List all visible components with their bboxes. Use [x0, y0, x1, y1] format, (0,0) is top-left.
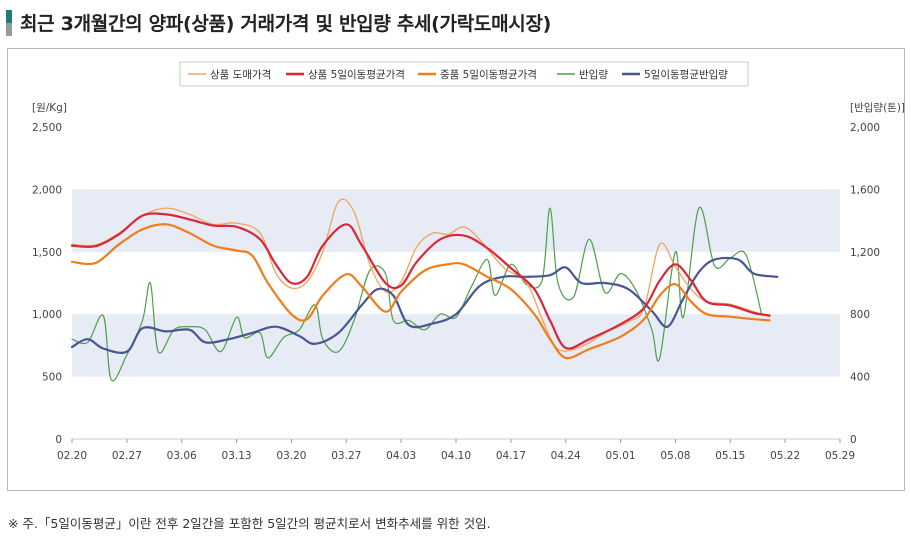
chart-bands: [72, 189, 840, 377]
y-right-tick-label: 800: [850, 309, 870, 321]
x-tick-label: 04.10: [441, 450, 471, 462]
x-tick-label: 02.20: [57, 450, 87, 462]
x-tick-label: 03.27: [331, 450, 361, 462]
chart-band: [72, 314, 840, 377]
x-tick-label: 03.13: [222, 450, 252, 462]
legend-label: 반입량: [579, 68, 608, 81]
x-tick-label: 05.08: [660, 450, 690, 462]
legend-label: 상품 5일이동평균가격: [308, 68, 405, 81]
chart-series: [70, 198, 779, 382]
y-left-tick-label: 500: [42, 372, 62, 384]
y-left-tick-label: 1,000: [32, 309, 62, 321]
y-right-tick-label: 1,600: [850, 184, 880, 196]
series-line-price_daily: [71, 198, 771, 352]
x-tick-label: 05.15: [715, 450, 745, 462]
y-left-axis-label: [원/Kg]: [32, 102, 67, 114]
x-tick-label: 05.29: [825, 450, 855, 462]
x-tick-label: 03.06: [167, 450, 197, 462]
series-line-volume_daily: [71, 206, 763, 382]
x-tick-label: 04.03: [386, 450, 416, 462]
footnote: ※ 주.「5일이동평균」이란 전후 2일간을 포함한 5일간의 평균치로서 변화…: [8, 516, 491, 531]
page-title: 최근 3개월간의 양파(상품) 거래가격 및 반입량 추세(가락도매시장): [20, 13, 552, 35]
x-tick-label: 02.27: [112, 450, 142, 462]
legend-label: 상품 도매가격: [210, 68, 271, 81]
x-tick-label: 05.22: [770, 450, 800, 462]
x-tick-label: 03.20: [276, 450, 306, 462]
legend-box: [179, 61, 749, 87]
title-accent-bar: [6, 10, 12, 36]
legend-label: 중품 5일이동평균가격: [440, 68, 537, 81]
y-right-tick-label: 0: [850, 434, 857, 446]
y-right-tick-label: 1,200: [850, 247, 880, 259]
y-right-axis-label: [반입량(톤)]: [850, 101, 905, 114]
chart-panel: [7, 48, 905, 491]
x-tick-label: 05.01: [606, 450, 636, 462]
y-right-tick-label: 400: [850, 372, 870, 384]
x-tick-label: 04.17: [496, 450, 526, 462]
y-left-tick-label: 2,000: [32, 184, 62, 196]
y-left-tick-label: 1,500: [32, 247, 62, 259]
series-line-mid_ma: [70, 223, 771, 360]
y-right-tick-label: 2,000: [850, 122, 880, 134]
legend-label: 5일이동평균반입량: [644, 68, 728, 81]
chart-band: [72, 189, 840, 252]
chart-legend: 상품 도매가격 상품 5일이동평균가격 중품 5일이동평균가격 반입량 5일이동평균반입…: [179, 61, 749, 87]
y-left-tick-label: 0: [55, 434, 62, 446]
series-line-volume_ma: [70, 256, 779, 354]
y-left-tick-label: 2,500: [32, 122, 62, 134]
chart-axes: [원/Kg] [반입량(톤)]05001,0001,5002,0002,50004…: [32, 101, 905, 462]
x-tick-label: 04.24: [551, 450, 581, 462]
series-line-price_ma: [70, 212, 771, 350]
